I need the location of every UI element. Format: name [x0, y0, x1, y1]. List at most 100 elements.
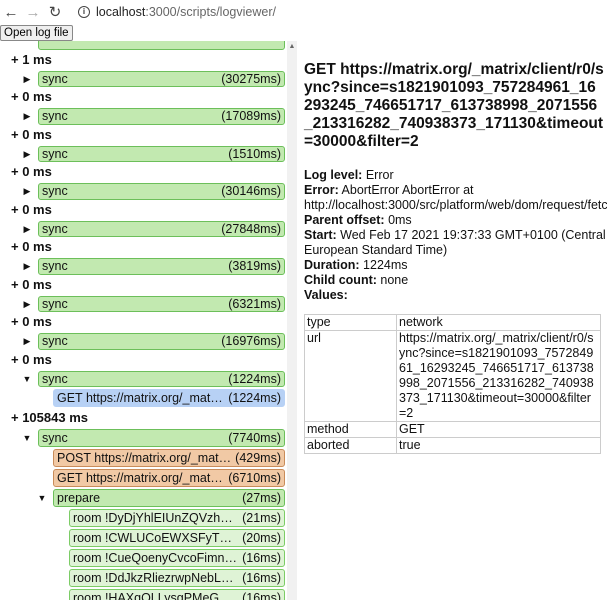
- offset-header: + 0 ms: [11, 126, 52, 142]
- log-item-label: POST https://matrix.org/_matrix/client/r…: [57, 451, 232, 466]
- log-item-label: sync: [42, 259, 68, 274]
- log-item-label: sync: [42, 431, 68, 446]
- expand-triangle-icon[interactable]: ▶: [23, 298, 31, 309]
- log-item-leaf[interactable]: room !CueQoenyCvcoFimnsfxx (16ms): [69, 549, 285, 568]
- detail-field: Parent offset: 0ms: [304, 213, 607, 228]
- tree-row: room !DyDjYhlEIUnZQVzhDxx (21ms): [0, 508, 287, 528]
- log-item-item[interactable]: sync (30275ms): [38, 70, 285, 88]
- value-value: GET: [396, 421, 601, 438]
- detail-field: Values:: [304, 288, 607, 303]
- log-item-duration: (17089ms): [221, 109, 281, 124]
- log-item-label: sync: [42, 184, 68, 199]
- detail-field-value: 1224ms: [363, 258, 408, 272]
- tree-row: ▶ sync (3819ms): [0, 257, 287, 276]
- detail-field-label: Duration:: [304, 258, 360, 272]
- scroll-up-icon[interactable]: ▲: [288, 43, 296, 50]
- log-item-label: sync: [42, 146, 68, 161]
- values-row: aborted true: [304, 437, 601, 454]
- log-item-leaf[interactable]: room !CWLUCoEWXSFyTCxxxx (20ms): [69, 529, 285, 548]
- log-item-item[interactable]: prepare (27ms): [53, 489, 285, 508]
- tree-row: [0, 41, 287, 51]
- detail-title: GET https://matrix.org/_matrix/client/r0…: [304, 61, 604, 150]
- log-item-network[interactable]: GET https://matrix.org/_matrix/client/r0…: [53, 469, 285, 488]
- collapse-triangle-icon[interactable]: ▼: [37, 493, 47, 504]
- detail-field-label: Parent offset:: [304, 213, 385, 227]
- log-item-item[interactable]: sync (17089ms): [38, 108, 285, 125]
- log-item-duration: (1224ms): [228, 371, 281, 386]
- log-item-duration: (429ms): [235, 451, 281, 466]
- reload-icon[interactable]: ↻: [48, 4, 62, 21]
- log-item-item[interactable]: sync (16976ms): [38, 333, 285, 350]
- log-tree: + 1 ms ▶ sync (30275ms) + 0 ms ▶ sync (17089ms)…: [0, 41, 287, 600]
- log-item-label: sync: [42, 109, 68, 124]
- log-item-item[interactable]: sync (1224ms): [38, 370, 285, 388]
- collapse-triangle-icon[interactable]: ▼: [22, 373, 32, 384]
- forward-icon[interactable]: →: [25, 3, 41, 21]
- offset-header: + 0 ms: [11, 239, 52, 255]
- info-icon[interactable]: i: [78, 6, 90, 18]
- expand-triangle-icon[interactable]: ▶: [23, 111, 31, 121]
- expand-triangle-icon[interactable]: ▶: [23, 223, 31, 234]
- log-item-network[interactable]: POST https://matrix.org/_matrix/client/r…: [53, 449, 285, 468]
- detail-field-label: Start:: [304, 228, 337, 242]
- log-item-item[interactable]: sync (30146ms): [38, 183, 285, 200]
- log-item-leaf[interactable]: room !DyDjYhlEIUnZQVzhDxx (21ms): [69, 509, 285, 528]
- log-item-label: room !DdJkzRliezrwpNebLk:matrix.org: [73, 571, 238, 586]
- log-item-label: room !CWLUCoEWXSFyTCxxxx: [73, 531, 239, 546]
- collapse-triangle-icon[interactable]: ▼: [22, 433, 32, 444]
- values-row: method GET: [304, 421, 601, 438]
- detail-panel: GET https://matrix.org/_matrix/client/r0…: [297, 41, 607, 600]
- detail-field: Child count: none: [304, 273, 607, 288]
- tree-row: ▶ sync (17089ms): [0, 107, 287, 126]
- back-icon[interactable]: ←: [3, 3, 19, 21]
- expand-triangle-icon[interactable]: ▶: [23, 261, 31, 271]
- detail-field-value: Error: [365, 168, 394, 182]
- log-item-item[interactable]: sync (7740ms): [38, 429, 285, 448]
- log-item-duration: (7740ms): [228, 431, 281, 446]
- log-item-item[interactable]: sync (3819ms): [38, 258, 285, 275]
- tree-row: room !DdJkzRliezrwpNebLk:matrix.org (16ms…: [0, 568, 287, 588]
- log-item-bar[interactable]: [38, 41, 285, 50]
- detail-field: Log level: Error: [304, 168, 607, 183]
- value-key: aborted: [304, 437, 397, 454]
- log-item-leaf[interactable]: room !HAXqOLLysgPMeGKhxx (16ms): [69, 589, 285, 600]
- log-item-item[interactable]: sync (6321ms): [38, 295, 285, 313]
- offset-header: + 0 ms: [11, 276, 52, 292]
- log-item-duration: (16ms): [242, 551, 281, 566]
- tree-row: ▼ sync (1224ms): [0, 370, 287, 389]
- tree-row: room !HAXqOLLysgPMeGKhxx (16ms): [0, 588, 287, 600]
- log-item-label: room !DyDjYhlEIUnZQVzhDxx: [73, 511, 239, 526]
- log-item-item[interactable]: sync (1510ms): [38, 145, 285, 163]
- open-log-file-button[interactable]: Open log file: [0, 25, 73, 41]
- value-value: true: [396, 437, 601, 454]
- tree-row: ▼ prepare (27ms): [0, 488, 287, 508]
- browser-toolbar: ← → ↻ i localhost:3000/scripts/logviewer…: [0, 0, 607, 24]
- log-item-duration: (21ms): [242, 511, 281, 526]
- expand-triangle-icon[interactable]: ▶: [23, 186, 31, 196]
- tree-row: ▶ sync (6321ms): [0, 295, 287, 314]
- expand-triangle-icon[interactable]: ▶: [23, 336, 31, 346]
- tree-row: ▶ sync (16976ms): [0, 332, 287, 351]
- detail-field-label: Log level:: [304, 168, 363, 182]
- log-item-label: GET https://matrix.org/_matrix/client/r0…: [57, 391, 224, 406]
- log-item-leaf[interactable]: room !DdJkzRliezrwpNebLk:matrix.org (16ms…: [69, 569, 285, 588]
- tree-row: GET https://matrix.org/_matrix/client/r0…: [0, 388, 287, 408]
- log-item-item[interactable]: sync (27848ms): [38, 220, 285, 238]
- expand-triangle-icon[interactable]: ▶: [23, 73, 31, 84]
- log-item-duration: (6710ms): [228, 471, 281, 486]
- offset-header: + 0 ms: [11, 89, 52, 105]
- expand-triangle-icon[interactable]: ▶: [23, 148, 31, 159]
- tree-row: ▶ sync (1510ms): [0, 145, 287, 164]
- value-key: type: [304, 314, 397, 331]
- detail-field-value: 0ms: [388, 213, 412, 227]
- address-bar[interactable]: i localhost:3000/scripts/logviewer/: [78, 5, 276, 19]
- log-item-duration: (30275ms): [221, 71, 281, 86]
- detail-field-label: Error:: [304, 183, 339, 197]
- offset-header: + 105843 ms: [11, 410, 88, 426]
- tree-scrollbar[interactable]: ▲: [287, 41, 297, 600]
- log-item-duration: (1224ms): [228, 391, 281, 406]
- offset-header: + 0 ms: [11, 201, 52, 217]
- log-item-label: sync: [42, 221, 68, 236]
- values-table: type network url https://matrix.org/_matrix…: [304, 314, 601, 454]
- log-item-selected[interactable]: GET https://matrix.org/_matrix/client/r0…: [53, 389, 285, 408]
